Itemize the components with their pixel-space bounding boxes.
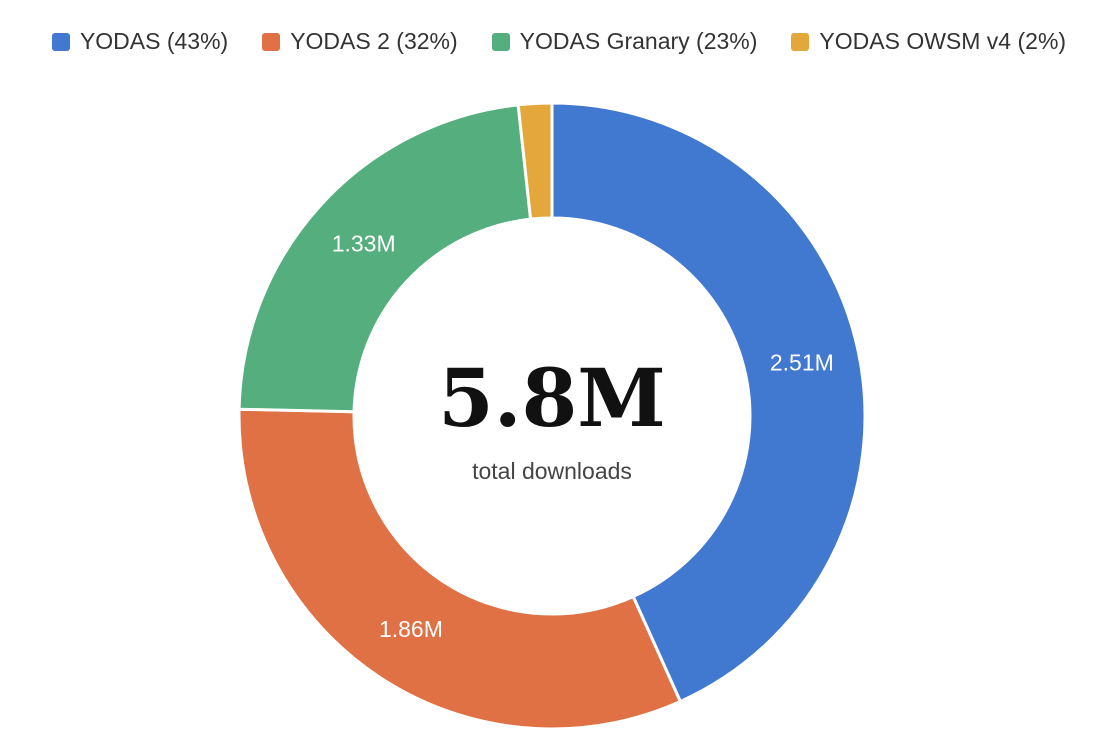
slice-yodas-2[interactable] <box>237 407 683 731</box>
slice-value-label: 1.33M <box>332 230 396 256</box>
legend-item-yodas-2[interactable]: YODAS 2 (32%) <box>262 28 458 55</box>
legend-swatch <box>791 32 810 51</box>
slice-value-label: 1.86M <box>379 616 443 642</box>
donut-slices <box>237 101 867 731</box>
legend-label: YODAS Granary (23%) <box>519 28 758 54</box>
center-caption: total downloads <box>472 458 632 484</box>
slice-labels: 2.51M 1.86M 1.33M <box>332 230 834 642</box>
slice-yodas[interactable] <box>550 101 867 704</box>
legend-label: YODAS 2 (32%) <box>290 28 458 54</box>
legend-item-yodas-owsm-v4[interactable]: YODAS OWSM v4 (2%) <box>791 28 1066 55</box>
slice-value-label: 2.51M <box>770 349 834 375</box>
legend-swatch <box>51 32 70 51</box>
legend-swatch <box>262 32 281 51</box>
legend-label: YODAS OWSM v4 (2%) <box>819 28 1067 54</box>
slice-yodas-owsm-v4[interactable] <box>516 101 554 221</box>
slice-yodas-granary[interactable] <box>237 103 533 414</box>
center-value: 5.8M <box>438 351 666 445</box>
legend-label: YODAS (43%) <box>79 28 229 54</box>
legend-item-yodas[interactable]: YODAS (43%) <box>51 28 229 55</box>
legend-swatch <box>491 32 510 51</box>
legend-item-yodas-granary[interactable]: YODAS Granary (23%) <box>491 28 758 55</box>
legend: YODAS (43%) YODAS 2 (32%) YODAS Granary … <box>0 28 1118 55</box>
